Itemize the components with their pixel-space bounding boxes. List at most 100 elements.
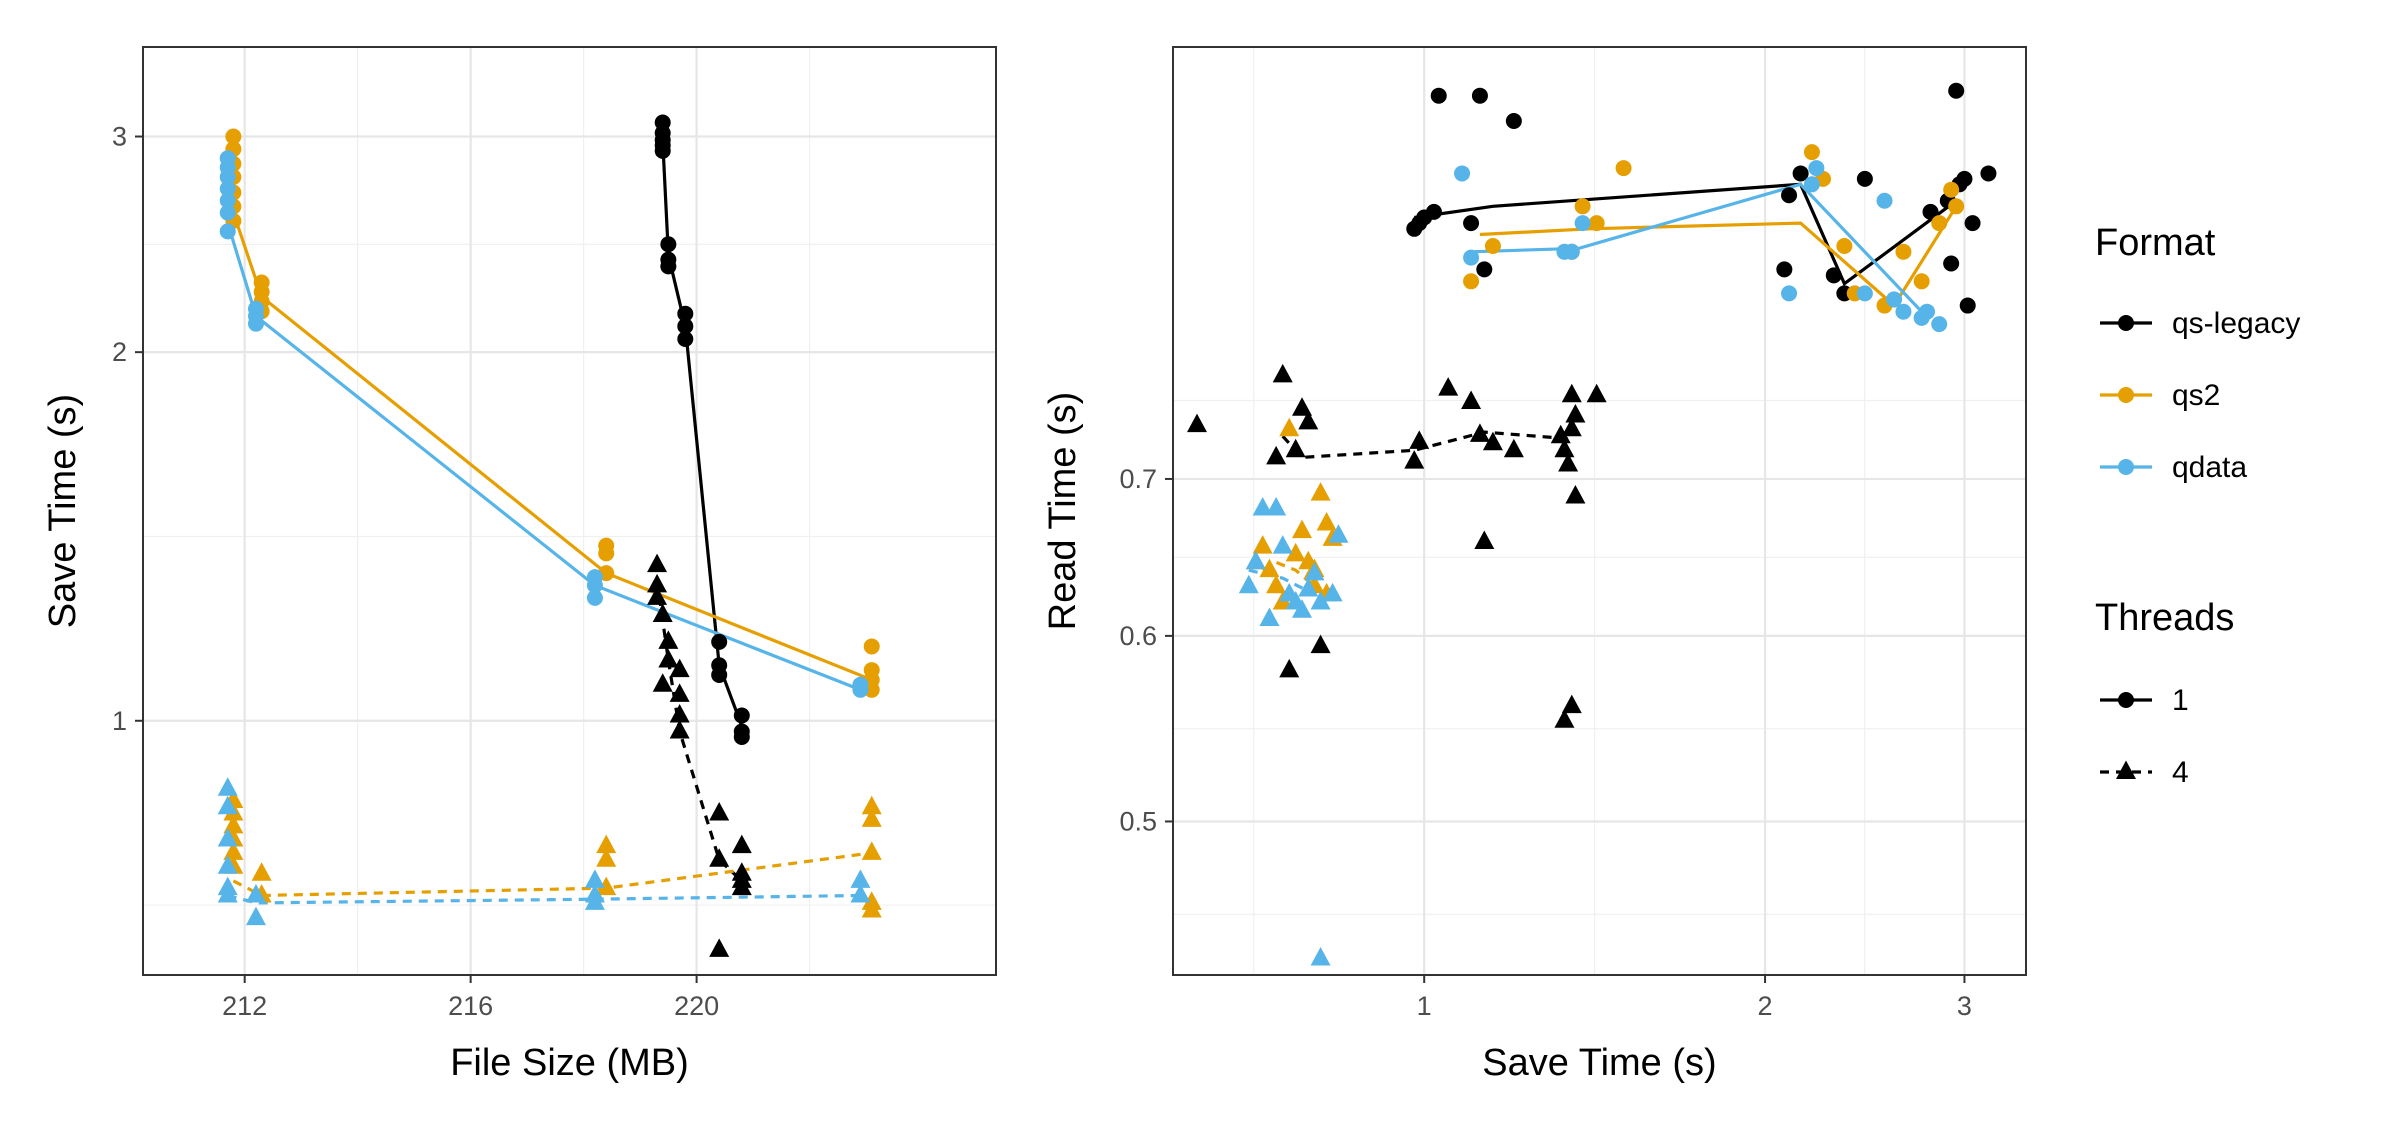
data-point-qs-legacy-threads-4 <box>647 553 668 573</box>
data-point-qdata-threads-1 <box>1918 303 1935 320</box>
left-axis-ticks: 212 216 220 1 2 3 <box>112 122 719 1021</box>
data-point-qs2-threads-1 <box>1931 215 1948 232</box>
data-point-qs-legacy-threads-1 <box>711 633 728 650</box>
data-point-qs-legacy-threads-4 <box>1438 377 1459 396</box>
data-point-qs-legacy-threads-4 <box>1558 453 1579 472</box>
legend-item-threads-1: 1 <box>2100 684 2189 717</box>
data-point-qs-legacy-threads-1 <box>733 707 750 724</box>
data-point-qs-legacy-threads-1 <box>1425 203 1442 220</box>
data-point-qs-legacy-threads-4 <box>1279 658 1300 678</box>
data-point-qdata-threads-4 <box>1245 550 1266 570</box>
data-point-qs-legacy-threads-1 <box>677 305 694 322</box>
data-point-qs-legacy-threads-4 <box>652 603 673 623</box>
data-point-qs-legacy-threads-4 <box>647 573 668 593</box>
right-panel-border <box>1172 46 2027 976</box>
data-point-qdata-threads-4 <box>1298 577 1319 597</box>
data-point-qs-legacy-threads-1 <box>711 666 728 683</box>
data-point-qs2-threads-4 <box>1259 558 1280 578</box>
right-axis-ticks: 1 2 3 0.5 0.6 0.7 <box>1119 464 1972 1021</box>
data-point-qs-legacy-threads-4 <box>1186 413 1207 433</box>
left-panel-border <box>142 46 997 976</box>
data-point-qs-legacy-threads-1 <box>1430 87 1447 104</box>
legend-item-qdata: qdata <box>2100 451 2247 484</box>
data-point-qs-legacy-threads-4 <box>1310 634 1331 654</box>
data-point-qs2-threads-1 <box>1895 243 1912 260</box>
data-point-qs-legacy-threads-4 <box>1586 383 1607 403</box>
data-point-qdata-threads-1 <box>1876 192 1893 209</box>
data-point-qs-legacy-threads-1 <box>1964 215 1981 232</box>
right-panel-background <box>1173 47 2026 975</box>
data-point-qs-legacy-threads-4 <box>1503 438 1524 458</box>
data-point-qs-legacy-threads-4 <box>1272 363 1293 383</box>
data-point-qdata-threads-4 <box>245 883 266 903</box>
data-point-qs2-threads-1 <box>1588 215 1605 232</box>
data-point-qdata-threads-1 <box>219 204 236 221</box>
data-point-qs-legacy-threads-4 <box>1461 390 1482 409</box>
data-point-qdata-threads-1 <box>1803 176 1820 193</box>
data-point-qs2-threads-4 <box>596 876 617 896</box>
data-point-qdata-threads-1 <box>219 192 236 209</box>
data-point-qs-legacy-threads-4 <box>1409 430 1430 449</box>
data-point-qdata-threads-4 <box>1322 582 1343 602</box>
data-point-qs-legacy-threads-1 <box>1471 87 1488 104</box>
data-point-qs-legacy-threads-4 <box>1469 423 1490 442</box>
left-gridlines <box>143 47 996 975</box>
data-point-qs-legacy-threads-4 <box>658 649 679 668</box>
data-point-qdata-threads-4 <box>1259 607 1280 627</box>
legend-key-point <box>2118 692 2134 708</box>
data-point-qs2-threads-4 <box>1316 512 1337 531</box>
legend-key-point <box>2116 760 2136 779</box>
data-point-qdata-threads-1 <box>1808 160 1825 177</box>
data-point-qs-legacy-threads-4 <box>1561 417 1582 437</box>
data-point-qdata-threads-4 <box>1328 524 1349 543</box>
data-point-qs2-threads-1 <box>863 638 880 655</box>
data-point-qs2-threads-1 <box>1574 198 1591 215</box>
data-point-qs-legacy-threads-4 <box>1474 530 1495 549</box>
data-point-qs-legacy-threads-1 <box>1922 203 1939 220</box>
data-point-qdata-threads-4 <box>1310 590 1331 610</box>
data-point-qdata-threads-1 <box>247 315 264 332</box>
data-point-qdata-threads-4 <box>584 869 605 888</box>
data-point-qs-legacy-threads-1 <box>677 318 694 335</box>
series-line-qs2-threads-1 <box>1479 205 1958 308</box>
data-point-qs-legacy-threads-4 <box>1298 410 1319 430</box>
data-point-qs-legacy-threads-4 <box>1285 438 1306 458</box>
data-point-qs-legacy-threads-4 <box>652 673 673 692</box>
data-point-qdata-threads-1 <box>1781 285 1798 302</box>
data-point-qs2-threads-4 <box>1292 519 1313 539</box>
data-point-qdata-threads-4 <box>1252 496 1273 516</box>
data-point-qdata-threads-1 <box>1556 243 1573 260</box>
data-point-qdata-threads-4 <box>1292 599 1313 618</box>
data-point-qdata-threads-1 <box>219 180 236 197</box>
data-point-qdata-threads-4 <box>1238 574 1259 594</box>
data-point-qs-legacy-threads-4 <box>658 630 679 649</box>
data-point-qdata-threads-1 <box>1886 291 1903 308</box>
data-point-qs-legacy-threads-1 <box>1956 170 1973 187</box>
data-point-qs-legacy-threads-1 <box>660 236 677 253</box>
data-point-qdata-threads-1 <box>219 169 236 186</box>
data-point-qs2-threads-4 <box>861 841 882 860</box>
data-point-qs-legacy-threads-4 <box>1292 397 1313 416</box>
data-point-qs-legacy-threads-1 <box>1943 255 1960 272</box>
legend-item-qs-legacy: qs-legacy <box>2100 307 2300 340</box>
x-tick-label: 220 <box>674 991 719 1021</box>
data-point-qs2-threads-4 <box>1266 574 1287 594</box>
data-point-qs-legacy-threads-1 <box>1505 112 1522 129</box>
data-point-qs-legacy-threads-1 <box>1959 297 1976 314</box>
data-point-qdata-threads-4 <box>217 855 238 874</box>
read-time-vs-save-time-panel: 1 2 3 0.5 0.6 0.7 Save Time (s) Read Time (s) <box>1042 46 2027 1084</box>
right-gridlines <box>1173 47 2026 975</box>
series-line-qdata-threads-1 <box>226 222 861 692</box>
data-point-qs-legacy-threads-1 <box>1856 170 1873 187</box>
data-point-qdata-threads-4 <box>850 883 871 903</box>
right-x-axis-title: Save Time (s) <box>1482 1042 1716 1084</box>
data-point-qdata-threads-4 <box>217 795 238 815</box>
legend-item-label: qdata <box>2172 451 2247 484</box>
right-y-axis-title: Read Time (s) <box>1042 392 1084 631</box>
legend-threads-items: 14 <box>2100 684 2189 789</box>
data-point-qs2-threads-1 <box>1484 238 1501 255</box>
data-point-qs2-threads-4 <box>861 795 882 815</box>
data-point-qs-legacy-threads-4 <box>1550 424 1571 444</box>
data-point-qs-legacy-threads-1 <box>654 142 671 159</box>
